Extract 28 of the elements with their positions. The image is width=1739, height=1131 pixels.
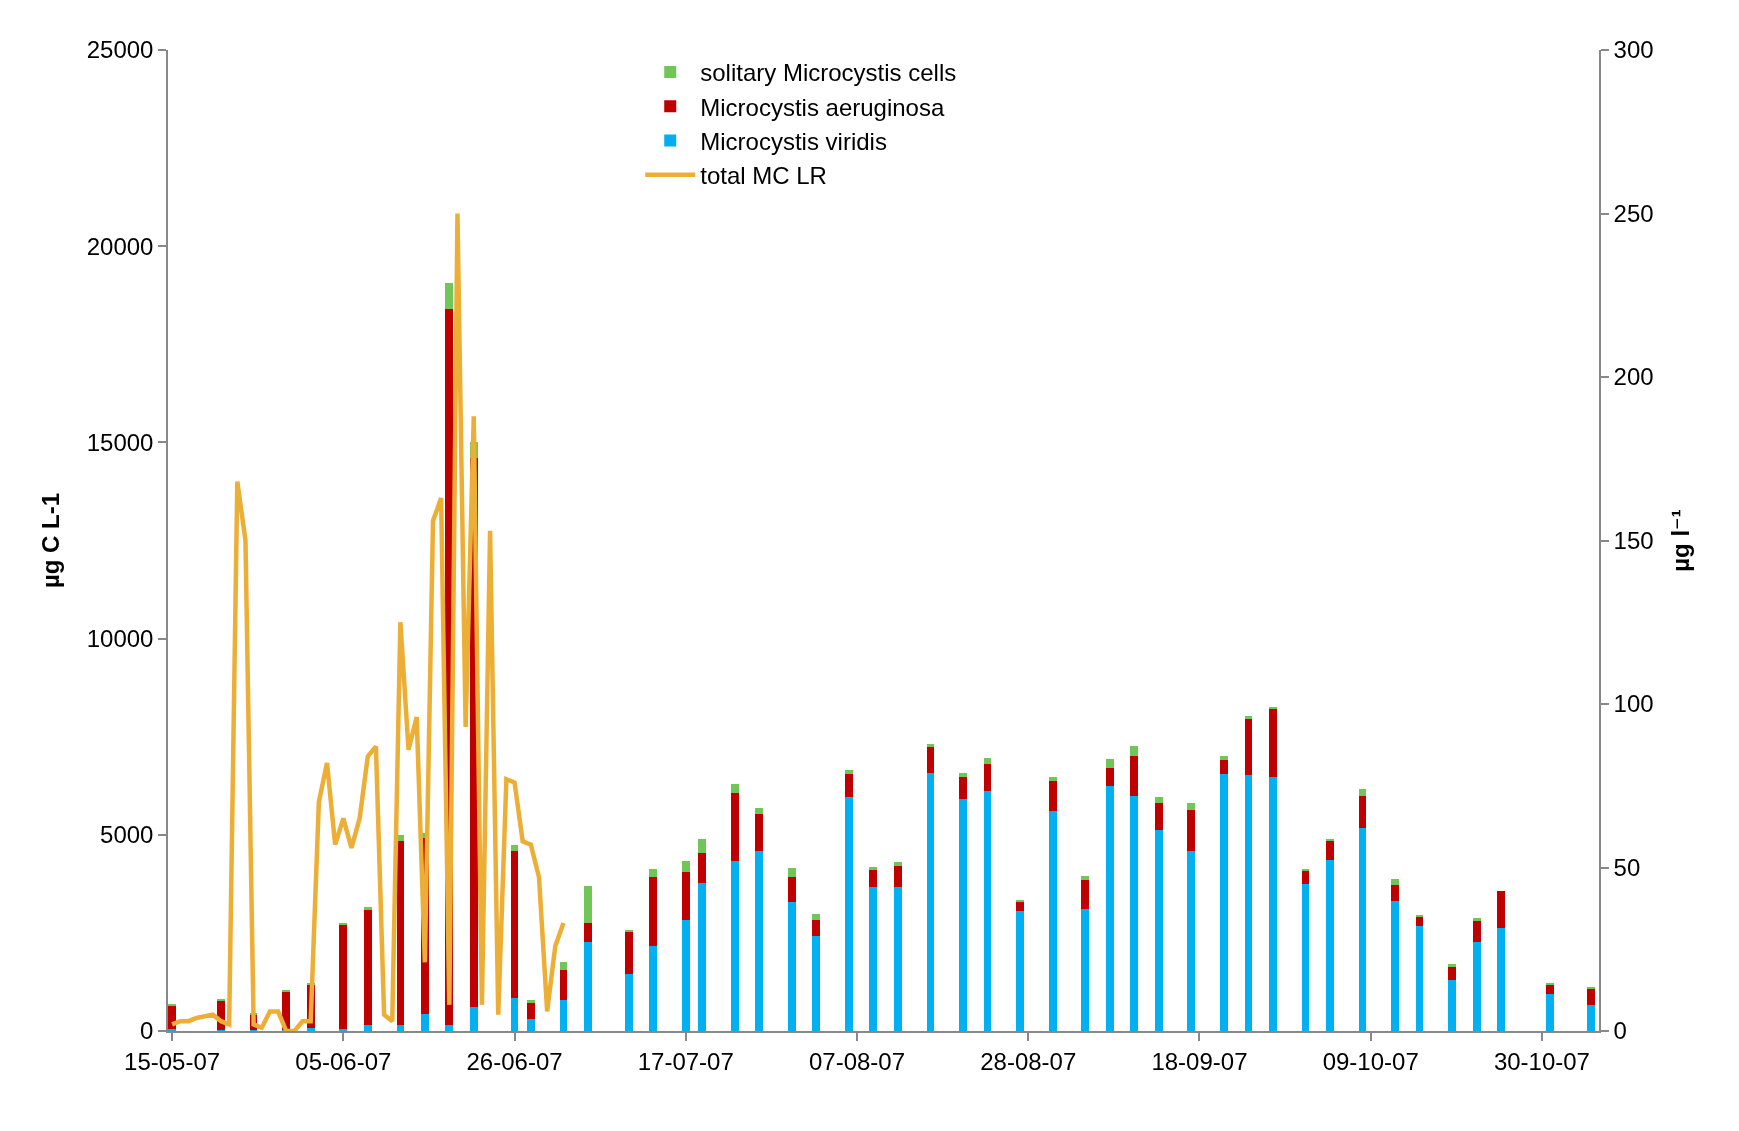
y-tick-label: 20000 [86,232,154,260]
legend-label: total MC LR [700,162,827,190]
x-tick-label: 18-09-07 [1151,1047,1248,1075]
y2-tick-label: 250 [1613,199,1654,227]
y2-tick-label: 300 [1613,36,1654,64]
legend-label: Microcystis viridis [700,127,887,155]
y2-tick-label: 150 [1613,526,1654,554]
x-tick-label: 17-07-07 [637,1047,734,1075]
y-tick-label: 0 [140,1017,154,1045]
y-tick-label: 10000 [86,625,154,652]
x-tick-label: 30-10-07 [1493,1047,1590,1075]
y2-tick-label: 100 [1613,690,1654,718]
y-tick-label: 5000 [100,821,154,849]
y2-axis-title: µg l⁻¹ [1667,509,1695,572]
x-tick-label: 15-05-07 [124,1047,221,1075]
y-tick-label: 15000 [86,428,154,456]
y2-tick-label: 200 [1613,363,1654,391]
y-tick-label: 25000 [86,36,154,64]
y2-tick-label: 0 [1613,1017,1627,1045]
x-tick-label: 28-08-07 [980,1047,1077,1075]
x-tick-label: 26-06-07 [466,1047,563,1075]
y-axis-title: µg C L-1 [37,492,65,589]
legend-label: Microcystis aeruginosa [700,93,945,121]
legend-label: solitary Microcystis cells [700,59,957,87]
x-tick-label: 05-06-07 [295,1047,392,1075]
x-tick-label: 09-10-07 [1322,1047,1419,1075]
x-tick-label: 07-08-07 [808,1047,906,1075]
y2-tick-label: 50 [1613,853,1641,881]
